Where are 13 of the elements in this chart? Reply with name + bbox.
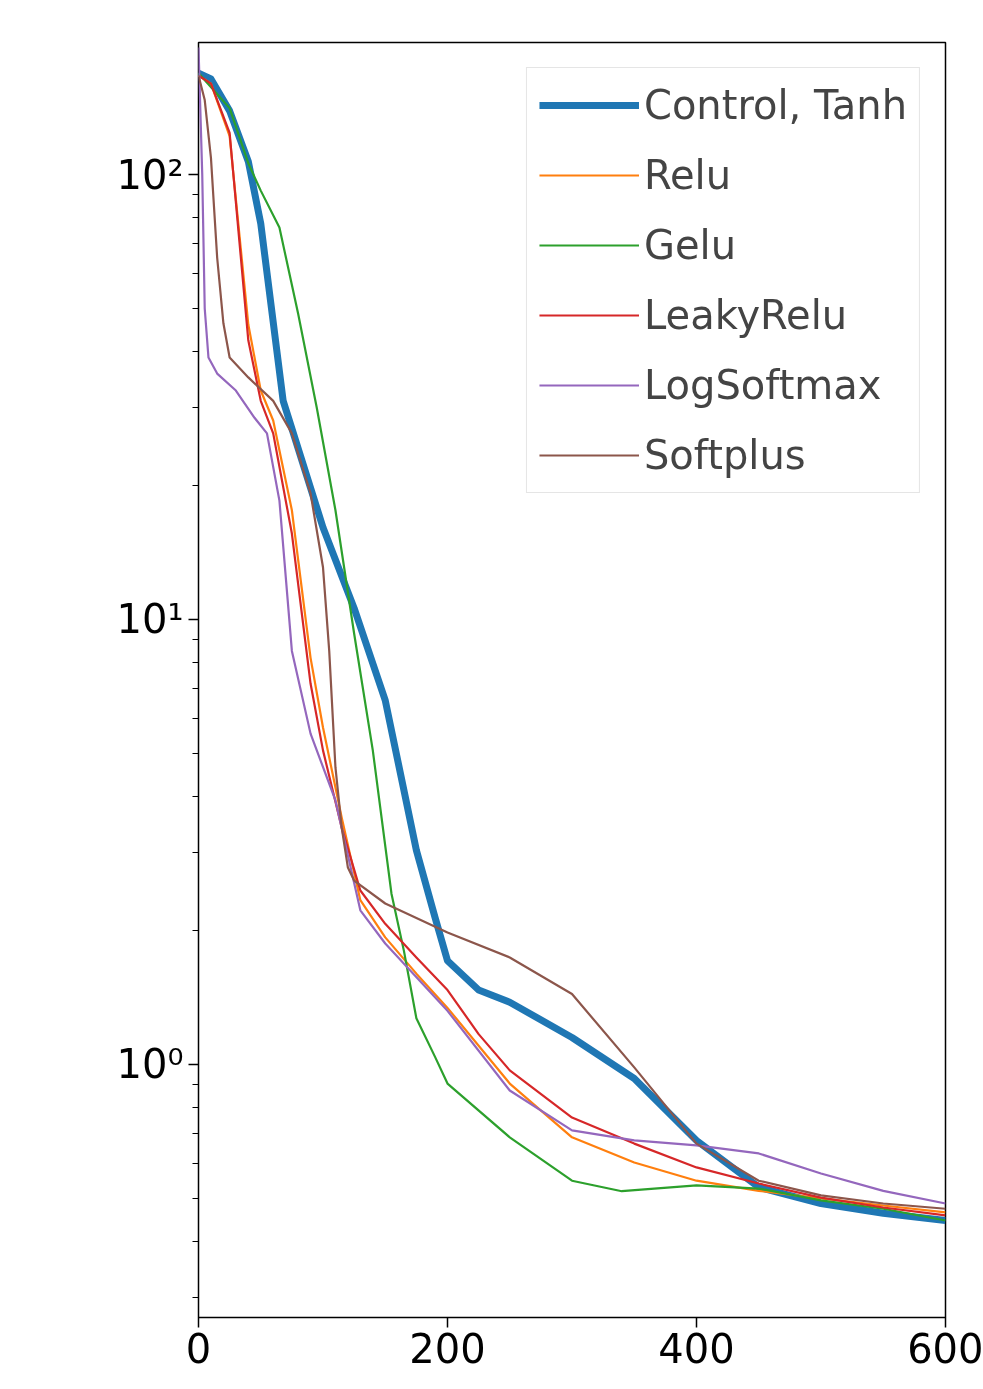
x-tick-label: 200 [409, 1325, 486, 1372]
x-tick-label: 400 [658, 1325, 735, 1372]
legend-label: LeakyRelu [643, 291, 848, 340]
legend-label: LogSoftmax [643, 361, 882, 410]
legend-label: Control, Tanh [643, 81, 907, 130]
legend-label: Relu [643, 151, 732, 200]
legend-label: Gelu [643, 221, 737, 270]
x-tick-label: 600 [907, 1325, 983, 1372]
y-tick-label: 10⁰ [116, 1041, 184, 1088]
legend-label: Softplus [643, 431, 806, 480]
y-tick-label: 10¹ [116, 596, 184, 643]
y-tick-label: 10² [116, 151, 184, 198]
x-tick-label: 0 [185, 1325, 212, 1372]
